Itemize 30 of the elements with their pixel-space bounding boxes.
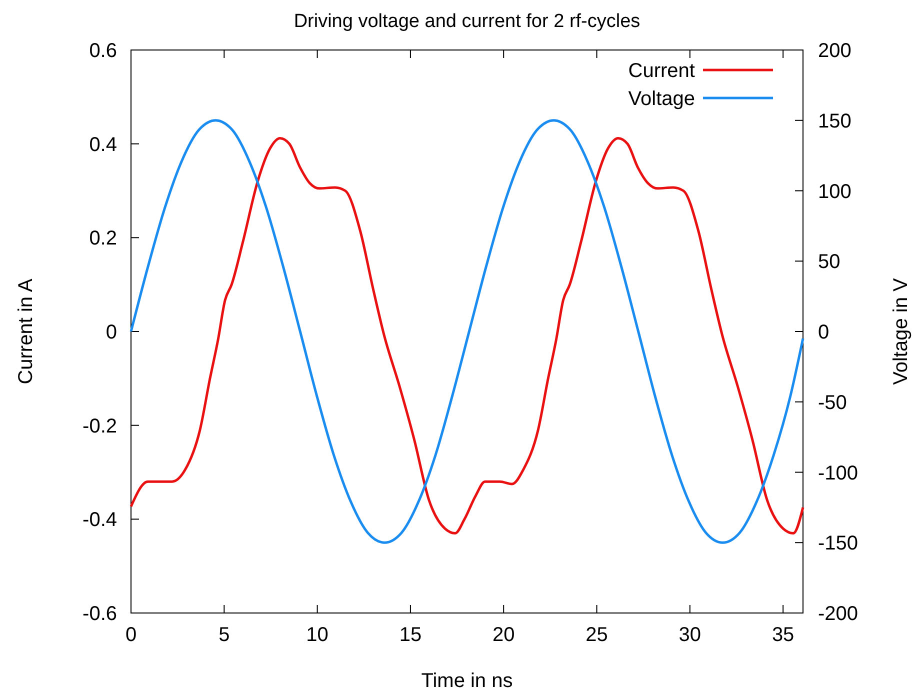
chart-title: Driving voltage and current for 2 rf-cycles [294, 11, 640, 32]
y2-tick-label: 50 [818, 251, 840, 274]
x-tick-label: 35 [772, 624, 794, 646]
x-tick-label: 25 [586, 624, 608, 646]
y2-tick-label: 0 [818, 322, 830, 344]
y-tick-label: 0 [106, 322, 117, 344]
y2-tick-label: -150 [818, 532, 858, 555]
y-tick-label: -0.2 [82, 415, 117, 438]
y2-tick-label: -200 [818, 603, 858, 625]
x-tick-label: 5 [218, 624, 230, 646]
x-axis-title: Time in ns [421, 670, 513, 692]
y2-tick-label: 200 [818, 40, 852, 62]
y-tick-label: -0.4 [82, 509, 117, 532]
y2-tick-label: 100 [818, 180, 852, 203]
x-tick-label: 10 [306, 624, 328, 646]
y2-tick-label: -100 [818, 462, 858, 484]
x-tick-label: 0 [125, 624, 137, 646]
x-tick-label: 15 [399, 624, 422, 646]
x-tick-label: 20 [492, 624, 515, 646]
legend-label: Voltage [628, 88, 695, 110]
y2-tick-label: 150 [818, 110, 852, 132]
y-tick-label: 0.4 [89, 134, 117, 156]
y2-tick-label: -50 [818, 392, 847, 414]
y-axis-title: Current in A [15, 278, 37, 384]
y-tick-label: 0.2 [89, 228, 117, 250]
x-tick-label: 30 [678, 624, 702, 646]
legend-label: Current [628, 60, 696, 82]
y-tick-label: -0.6 [82, 603, 117, 625]
y2-axis-title: Voltage in V [890, 277, 912, 385]
y-tick-label: 0.6 [89, 40, 117, 62]
